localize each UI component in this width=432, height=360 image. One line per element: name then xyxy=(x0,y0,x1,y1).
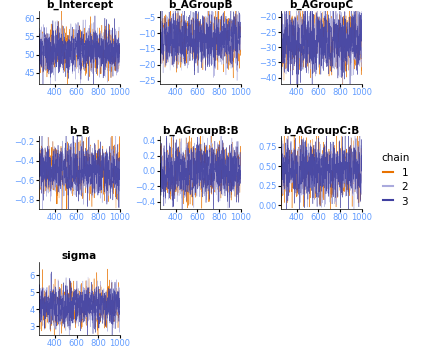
Title: b_AGroupB: b_AGroupB xyxy=(168,0,232,10)
Title: b_AGroupB:B: b_AGroupB:B xyxy=(162,126,238,136)
Legend: 1, 2, 3: 1, 2, 3 xyxy=(377,149,413,211)
Title: sigma: sigma xyxy=(62,251,97,261)
Title: b_B: b_B xyxy=(69,126,89,136)
Title: b_AGroupC:B: b_AGroupC:B xyxy=(283,126,359,136)
Title: b_AGroupC: b_AGroupC xyxy=(289,0,353,10)
Title: b_Intercept: b_Intercept xyxy=(46,0,113,10)
